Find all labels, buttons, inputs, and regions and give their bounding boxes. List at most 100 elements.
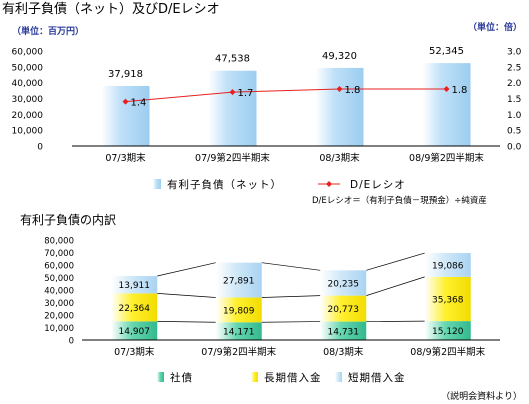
y-tick-label: 0: [37, 143, 43, 153]
segment-value-label: 14,731: [328, 327, 360, 337]
bar: [101, 85, 150, 146]
x-tick-label: 08/9第2四半期末: [410, 346, 485, 358]
connector-line: [261, 295, 321, 298]
y-tick-label: 20,000: [12, 111, 44, 121]
legend-line-marker: [326, 181, 332, 187]
chart1-x-axis-ticks: 07/3期末 07/9第2四半期末 08/3期末 08/9第2四半期末: [105, 152, 484, 164]
y-tick-label: 70,000: [44, 249, 74, 259]
chart2-title: 有利子負債の内訳: [20, 212, 116, 227]
y2-tick-label: 1.5: [507, 95, 521, 105]
source-note: （説明会資料より）: [441, 390, 522, 402]
connector-line: [261, 321, 321, 323]
legend-bond-swatch: [157, 372, 164, 382]
bar: [208, 70, 257, 146]
stacked-bar-segment: [320, 270, 367, 296]
y-tick-label: 30,000: [12, 95, 44, 105]
y-tick-label: 60,000: [44, 262, 74, 272]
x-tick-label: 07/3期末: [114, 346, 155, 358]
stacked-bar-segment: [111, 321, 158, 340]
de-ratio-line: [125, 88, 447, 103]
chart1-right-unit: （単位：倍）: [468, 21, 522, 33]
y-tick-label: 30,000: [44, 299, 74, 309]
y2-tick-label: 2.5: [507, 63, 521, 73]
line-value-label: 1.8: [345, 85, 361, 96]
x-tick-label: 08/3期末: [323, 346, 364, 358]
segment-value-label: 35,368: [432, 295, 464, 305]
legend-bar-label: 有利子負債（ネット）: [167, 178, 282, 191]
bar-value-label: 37,918: [108, 69, 143, 80]
y-tick-label: 0: [69, 337, 74, 347]
connector-line: [366, 252, 425, 271]
y-tick-label: 50,000: [12, 63, 44, 73]
segment-value-label: 19,809: [223, 306, 255, 316]
bar-value-label: 47,538: [215, 54, 250, 65]
legend-long-swatch: [251, 372, 258, 382]
legend-short-label: 短期借入金: [348, 371, 406, 384]
chart1-bars: 37,918 47,538 49,320 52,345: [101, 46, 471, 146]
stacked-bar-segment: [320, 295, 367, 322]
segment-value-label: 20,235: [328, 279, 360, 289]
y-tick-label: 50,000: [44, 274, 74, 284]
x-tick-label: 07/3期末: [105, 152, 146, 164]
y2-tick-label: 2.0: [507, 79, 522, 89]
y-tick-label: 20,000: [44, 312, 74, 322]
legend-line-label: D/Eレシオ: [350, 179, 406, 191]
segment-value-label: 19,086: [432, 261, 464, 271]
legend-short-swatch: [335, 372, 342, 382]
y2-tick-label: 0.0: [507, 143, 522, 153]
chart2-connectors: [157, 252, 425, 323]
y-tick-label: 10,000: [12, 127, 44, 137]
chart1-y2-axis-ticks: 0.0 0.5 1.0 1.5 2.0 2.5 3.0: [507, 48, 522, 153]
stacked-bar-segment: [320, 321, 367, 340]
segment-value-label: 22,364: [119, 304, 151, 314]
y2-tick-label: 1.0: [507, 111, 522, 121]
bar-value-label: 49,320: [322, 51, 357, 62]
segment-value-label: 13,911: [119, 281, 151, 291]
y2-tick-label: 0.5: [507, 127, 521, 137]
line-point: [122, 98, 129, 105]
chart2-legend: 社債 長期借入金 短期借入金: [157, 371, 406, 384]
line-point: [336, 86, 343, 92]
y-tick-label: 80,000: [44, 237, 74, 247]
legend-bond-label: 社債: [170, 371, 193, 384]
bar: [422, 63, 471, 146]
line-point: [443, 86, 450, 92]
chart1-legend: 有利子負債（ネット） D/Eレシオ: [153, 178, 406, 191]
segment-value-label: 15,120: [432, 327, 464, 337]
line-value-label: 1.7: [238, 88, 254, 99]
x-tick-label: 08/3期末: [319, 152, 360, 164]
x-tick-label: 07/9第2四半期末: [201, 346, 276, 358]
y2-tick-label: 3.0: [507, 48, 522, 58]
segment-value-label: 27,891: [223, 277, 255, 287]
connector-line: [157, 321, 216, 323]
chart2-y-axis-ticks: 0 10,000 20,000 30,000 40,000 50,000 60,000 70,…: [44, 237, 74, 347]
connector-line: [366, 276, 425, 296]
y-tick-label: 60,000: [12, 48, 44, 58]
chart2-bars: 14,907 22,364 13,911 14,171 19,809 27,891 14,7…: [111, 253, 471, 340]
y-tick-label: 40,000: [12, 79, 44, 89]
connector-line: [261, 262, 321, 271]
stacked-bar-segment: [215, 322, 262, 340]
chart1-line: 1.4 1.7 1.8 1.8: [122, 85, 467, 109]
stacked-bar-segment: [215, 262, 262, 298]
stacked-bar-segment: [111, 276, 158, 294]
chart1-y-axis-ticks: 0 10,000 20,000 30,000 40,000 50,000 60,000: [12, 48, 44, 153]
connector-line: [157, 262, 216, 277]
y-tick-label: 10,000: [44, 324, 74, 334]
line-point: [229, 89, 236, 96]
legend-long-label: 長期借入金: [264, 371, 322, 384]
chart1-title: 有利子負債（ネット）及びD/Eレシオ: [2, 2, 220, 17]
connector-line: [157, 293, 216, 298]
y-tick-label: 40,000: [44, 287, 74, 297]
segment-value-label: 14,171: [223, 328, 255, 338]
line-value-label: 1.4: [131, 98, 147, 109]
stacked-bar-segment: [424, 321, 471, 340]
chart1-left-unit: （単位：百万円）: [12, 25, 84, 37]
segment-value-label: 20,773: [328, 305, 360, 315]
stacked-bar-segment: [424, 253, 471, 277]
x-tick-label: 07/9第2四半期末: [195, 152, 270, 164]
chart2-x-axis-ticks: 07/3期末 07/9第2四半期末 08/3期末 08/9第2四半期末: [114, 346, 486, 358]
stacked-bar-segment: [215, 297, 262, 323]
stacked-bar-segment: [424, 276, 471, 322]
